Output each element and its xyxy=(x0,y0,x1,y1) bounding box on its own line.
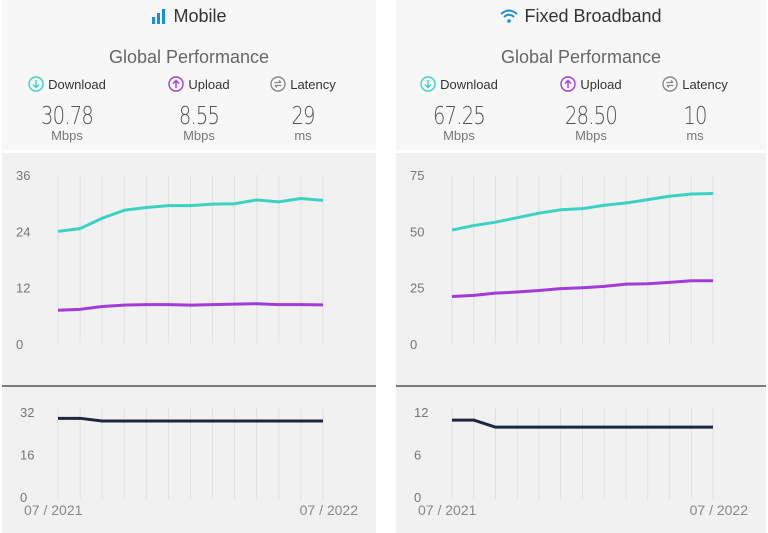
panel-title-text: Fixed Broadband xyxy=(524,6,662,26)
download-line xyxy=(57,197,324,233)
fixed-broadband-chart-area: 75 50 25 0 12 6 0 07 / 2021 07 / 2022 xyxy=(396,153,766,533)
latency-line xyxy=(58,416,323,423)
y-tick-label: 0 xyxy=(16,337,23,352)
upload-unit: Mbps xyxy=(575,128,607,143)
latency-label: Latency xyxy=(290,76,336,92)
upload-unit: Mbps xyxy=(183,128,215,143)
y-tick-label: 36 xyxy=(16,168,30,183)
upload-value: 8.55 xyxy=(178,101,220,130)
upload-metric: Upload 8.55 Mbps xyxy=(144,76,254,143)
download-line xyxy=(451,191,714,232)
latency-label: Latency xyxy=(682,76,728,92)
y-tick-label: 75 xyxy=(410,168,424,183)
x-tick-label: 07 / 2021 xyxy=(24,502,83,518)
upload-line xyxy=(57,302,324,312)
y-tick-label: 0 xyxy=(20,490,27,505)
y-tick-label: 0 xyxy=(414,490,421,505)
y-tick-label: 6 xyxy=(414,448,421,463)
panel-subtitle: Global Performance xyxy=(500,47,662,67)
download-metric: Download 30.78 Mbps xyxy=(12,76,122,143)
y-tick-label: 12 xyxy=(414,405,428,420)
y-tick-label: 25 xyxy=(410,281,424,296)
upload-line xyxy=(451,279,713,299)
download-label: Download xyxy=(440,76,498,92)
signal-bars-icon xyxy=(151,8,167,29)
latency-value: 10 xyxy=(683,101,707,130)
download-arrow-icon xyxy=(420,76,436,92)
panel-title: Mobile xyxy=(2,6,376,29)
latency-line xyxy=(452,418,713,429)
download-arrow-icon xyxy=(28,76,44,92)
wifi-icon xyxy=(500,8,519,29)
upload-arrow-icon xyxy=(168,76,185,92)
fixed-broadband-panel: Fixed Broadband Global Performance Downl… xyxy=(396,0,766,533)
mobile-header: Mobile Global Performance Download 30.78… xyxy=(2,0,376,150)
upload-label: Upload xyxy=(188,76,230,92)
y-tick-label: 50 xyxy=(410,224,424,239)
upload-metric: Upload 28.50 Mbps xyxy=(536,76,646,143)
mobile-panel: Mobile Global Performance Download 30.78… xyxy=(2,0,376,533)
upload-arrow-icon xyxy=(560,76,577,92)
x-tick-label: 07 / 2022 xyxy=(690,502,749,518)
panel-title: Fixed Broadband xyxy=(396,6,766,29)
mobile-chart-area: 36 24 12 0 32 16 0 07 / 2021 07 / 2022 xyxy=(2,153,376,533)
download-metric: Download 67.25 Mbps xyxy=(404,76,514,143)
y-tick-label: 16 xyxy=(20,448,34,463)
latency-metric: Latency 10 ms xyxy=(640,76,750,143)
upload-value: 28.50 xyxy=(565,101,618,130)
download-unit: Mbps xyxy=(51,128,83,143)
download-value: 67.25 xyxy=(433,101,486,130)
y-tick-label: 0 xyxy=(410,337,417,352)
y-tick-label: 12 xyxy=(16,281,30,296)
panel-title-text: Mobile xyxy=(173,6,227,26)
fixed-broadband-header: Fixed Broadband Global Performance Downl… xyxy=(396,0,766,150)
download-value: 30.78 xyxy=(41,101,94,130)
latency-icon xyxy=(662,76,678,92)
download-unit: Mbps xyxy=(443,128,475,143)
panel-subtitle: Global Performance xyxy=(108,47,270,67)
latency-unit: ms xyxy=(686,128,704,143)
y-tick-label: 24 xyxy=(16,224,30,239)
y-tick-label: 32 xyxy=(20,405,34,420)
download-label: Download xyxy=(48,76,106,92)
x-tick-label: 07 / 2021 xyxy=(418,502,477,518)
latency-unit: ms xyxy=(294,128,312,143)
latency-icon xyxy=(270,76,286,92)
latency-value: 29 xyxy=(291,101,315,130)
latency-metric: Latency 29 ms xyxy=(248,76,358,143)
upload-label: Upload xyxy=(580,76,622,92)
x-tick-label: 07 / 2022 xyxy=(300,502,359,518)
